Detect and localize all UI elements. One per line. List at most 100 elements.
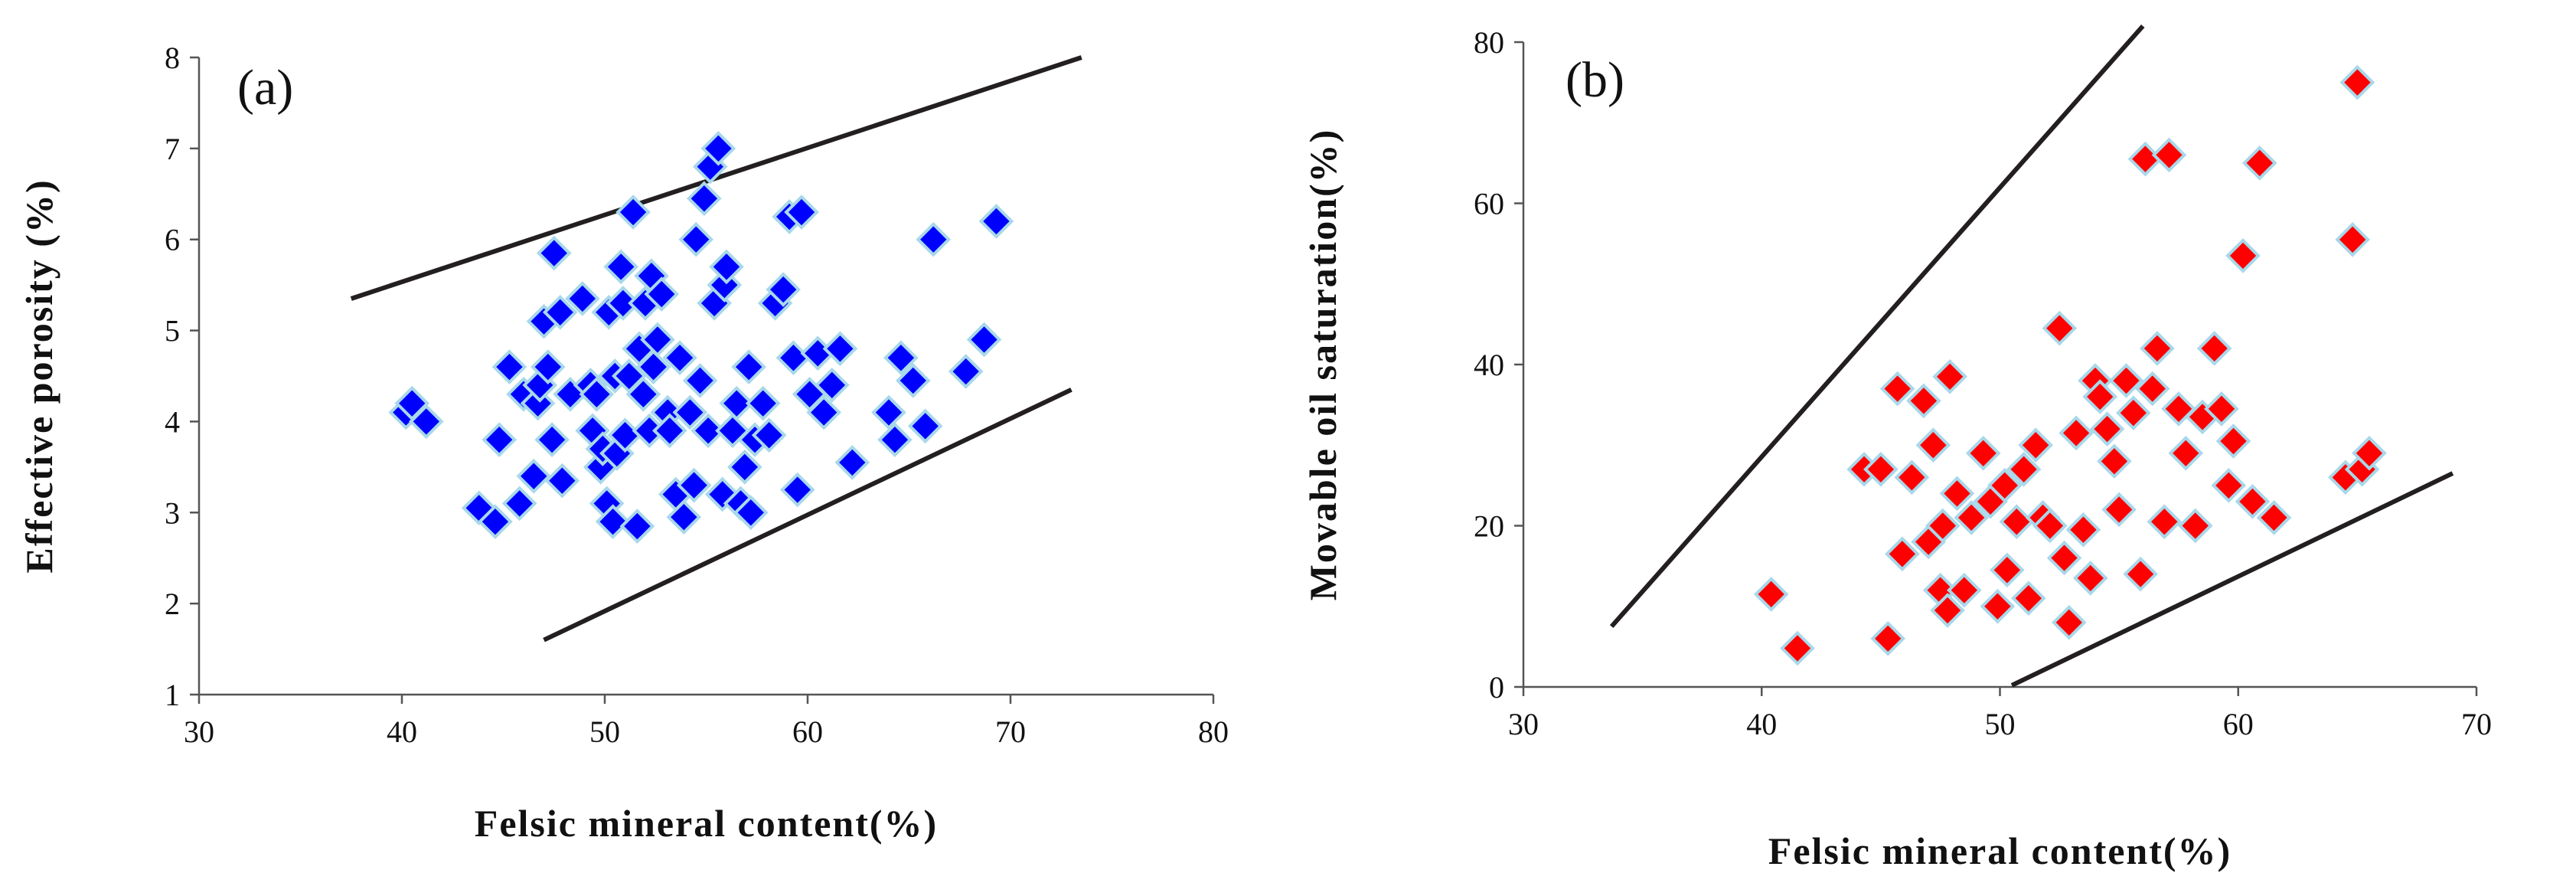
lower-boundary-line	[543, 388, 1073, 643]
data-point	[948, 354, 984, 389]
data-point	[2089, 411, 2125, 447]
x-tick-label: 60	[2223, 707, 2254, 741]
data-point	[775, 340, 811, 376]
y-tick-label: 0	[1489, 670, 1504, 705]
data-point	[687, 181, 722, 217]
data-point	[1870, 621, 1906, 656]
data-point	[491, 349, 527, 384]
y-tick-label: 40	[1474, 348, 1504, 382]
data-point	[615, 195, 651, 230]
data-point	[644, 276, 680, 312]
data-point	[719, 385, 755, 421]
data-point	[1885, 536, 1920, 572]
data-point	[1987, 468, 2023, 503]
data-point	[676, 467, 712, 503]
data-point	[501, 486, 537, 522]
data-point	[682, 363, 718, 398]
data-point	[1753, 577, 1789, 612]
panel-label: (b)	[1566, 52, 1624, 108]
data-point	[2352, 435, 2387, 471]
data-point	[635, 349, 671, 384]
data-point	[883, 340, 919, 376]
y-tick-label: 6	[165, 223, 180, 257]
data-point	[978, 204, 1014, 239]
data-point	[2151, 137, 2187, 173]
data-point	[2335, 222, 2370, 257]
data-point	[745, 385, 781, 421]
x-tick-label: 60	[792, 715, 823, 749]
data-point	[651, 413, 687, 449]
data-point	[544, 463, 580, 499]
data-point	[2225, 238, 2261, 273]
data-point	[1879, 371, 1915, 407]
x-axis-title: Felsic mineral content(%)	[1768, 829, 2232, 872]
y-tick-label: 20	[1474, 509, 1504, 544]
data-point	[530, 349, 566, 384]
data-point	[2006, 451, 2042, 487]
data-point	[408, 404, 444, 440]
panel-b: 30 40 50 60 70 0 20 40 60 80 (b) Felsic mineral con…	[1301, 24, 2492, 872]
y-tick-label: 2	[165, 587, 180, 621]
data-point	[2134, 371, 2170, 407]
data-point	[579, 376, 615, 412]
data-point	[542, 294, 578, 330]
data-point	[1946, 572, 1982, 608]
x-axis-title: Felsic mineral content(%)	[475, 802, 938, 845]
data-point	[640, 322, 675, 358]
data-point	[806, 394, 842, 430]
data-point	[1999, 504, 2035, 540]
data-point	[1894, 459, 1930, 495]
data-point	[2082, 379, 2118, 414]
x-tick-label: 50	[1985, 707, 2016, 741]
data-point	[603, 249, 639, 285]
data-point	[1925, 508, 1961, 544]
data-point	[731, 349, 766, 384]
data-point	[834, 445, 870, 480]
data-point	[779, 472, 815, 508]
data-point	[534, 422, 570, 458]
data-point	[595, 504, 631, 539]
data-point	[907, 408, 943, 444]
data-point	[2123, 556, 2158, 592]
data-point	[2168, 435, 2204, 471]
data-point	[672, 394, 708, 430]
data-point	[766, 272, 802, 307]
data-point	[784, 195, 819, 230]
data-point	[2108, 363, 2144, 398]
data-point	[666, 499, 702, 535]
data-point	[709, 249, 744, 285]
data-point	[2177, 508, 2213, 544]
data-point	[916, 221, 952, 257]
data-point	[662, 340, 697, 376]
data-point	[2018, 427, 2054, 463]
y-tick-label: 60	[1474, 187, 1504, 221]
data-point	[2215, 423, 2251, 459]
data-point	[2115, 395, 2151, 430]
data-point	[1932, 358, 1967, 394]
data-point	[2256, 500, 2292, 535]
data-point	[691, 413, 726, 449]
x-tick-label: 70	[2461, 707, 2492, 741]
data-point	[727, 450, 762, 485]
data-point	[2101, 492, 2137, 528]
data-point	[2072, 561, 2108, 596]
y-tick-label: 8	[165, 41, 180, 75]
data-point	[895, 363, 931, 398]
data-point	[2051, 604, 2087, 640]
data-point	[966, 322, 1002, 358]
y-tick-label: 3	[165, 495, 180, 530]
data-point	[536, 235, 572, 271]
data-point	[2339, 64, 2375, 100]
y-tick-label: 4	[165, 404, 180, 439]
data-point	[1980, 588, 2016, 624]
x-tick-label: 30	[1508, 707, 1539, 741]
data-point	[1863, 451, 1899, 487]
data-point	[619, 508, 655, 544]
data-point	[2140, 331, 2175, 366]
data-point	[2046, 540, 2082, 576]
y-axis-title: Effective porosity (%)	[18, 178, 60, 573]
data-point	[1939, 476, 1975, 512]
data-point	[2241, 146, 2277, 181]
data-point	[2059, 415, 2094, 451]
